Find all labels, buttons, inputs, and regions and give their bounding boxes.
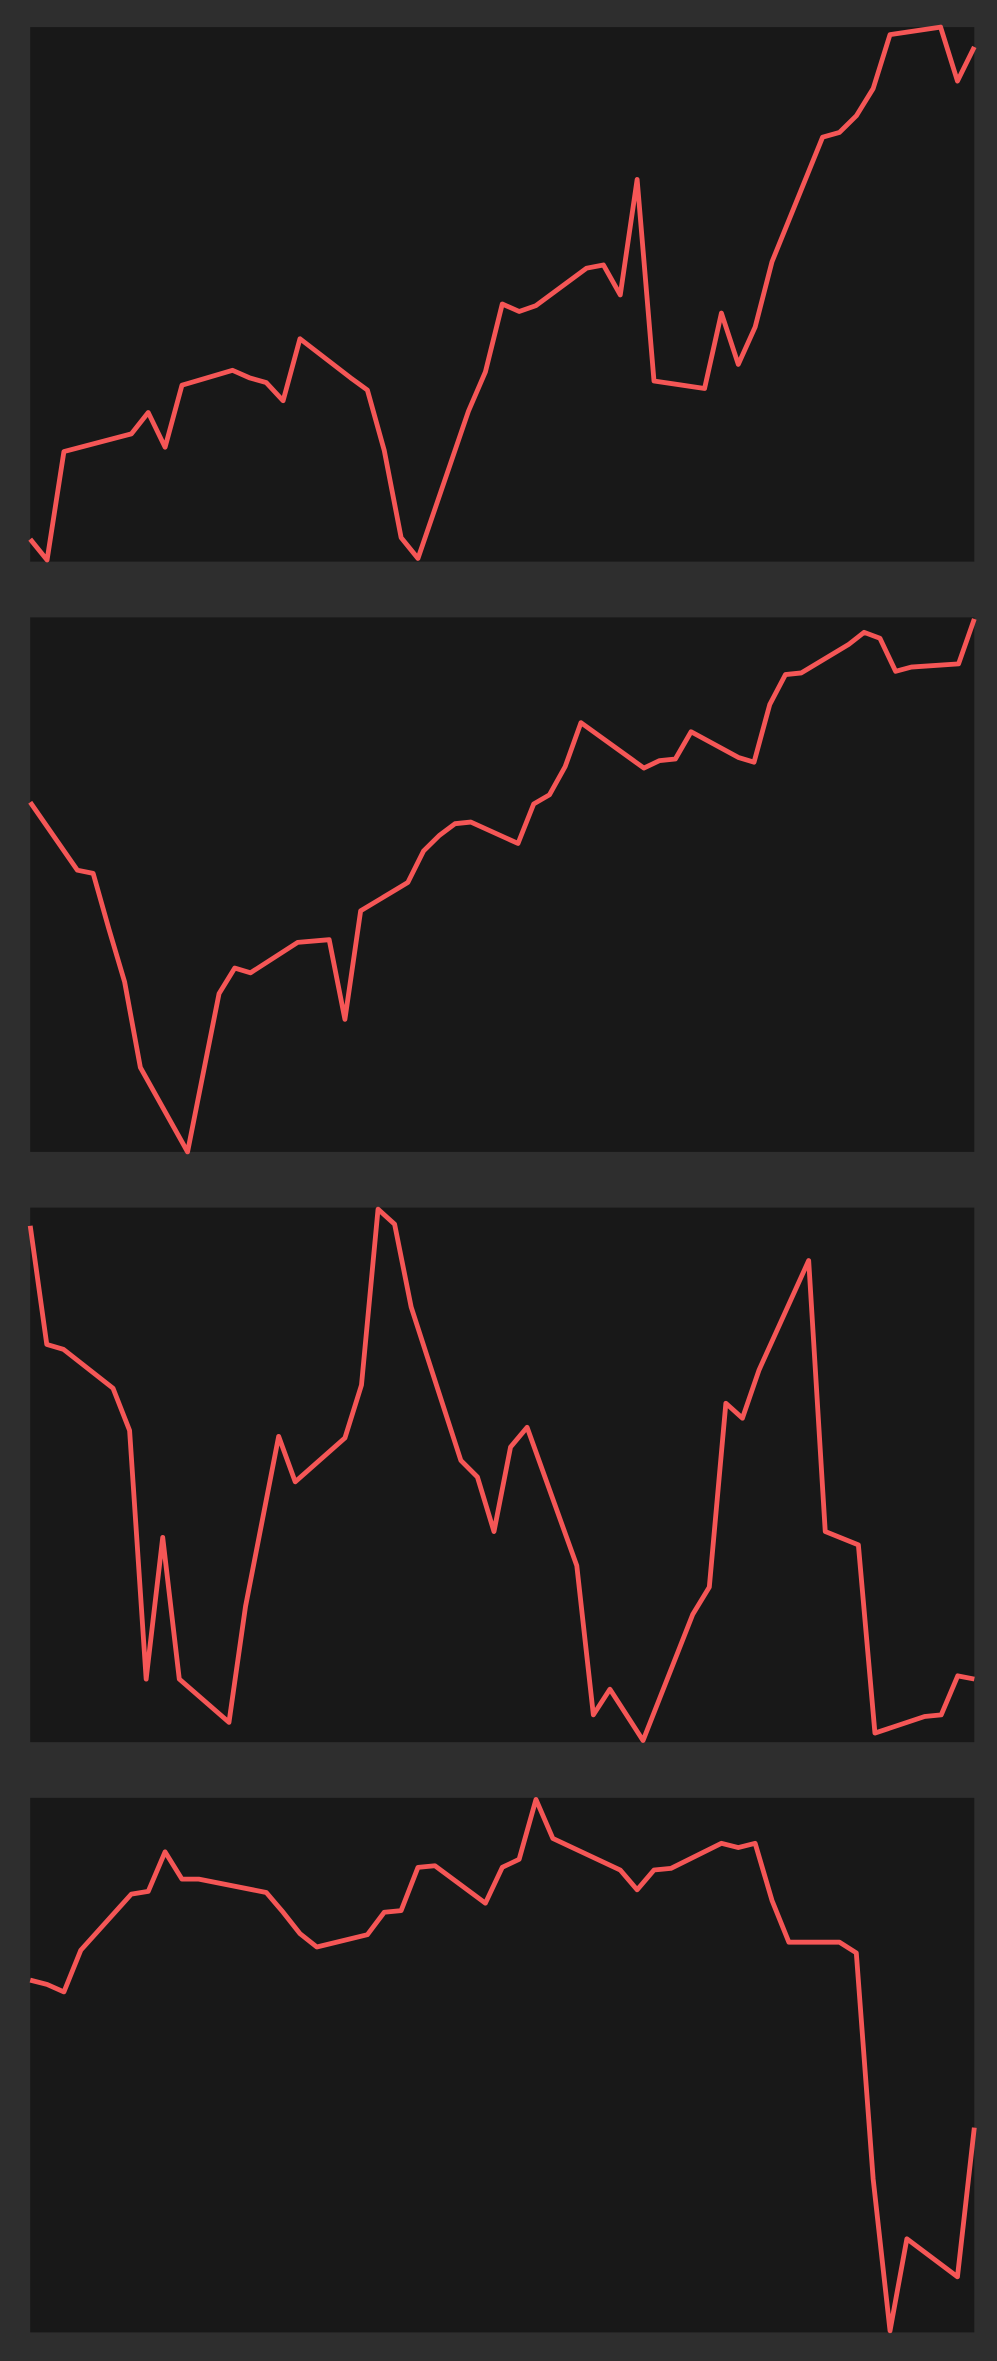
plot-panel (30, 1207, 975, 1743)
data-line (29, 1797, 977, 2334)
plot-panel (30, 1797, 975, 2333)
plot-panel (30, 617, 975, 1152)
plot-panel (30, 27, 975, 562)
data-line (28, 24, 977, 563)
data-line (27, 1206, 975, 1743)
data-line (28, 618, 977, 1155)
